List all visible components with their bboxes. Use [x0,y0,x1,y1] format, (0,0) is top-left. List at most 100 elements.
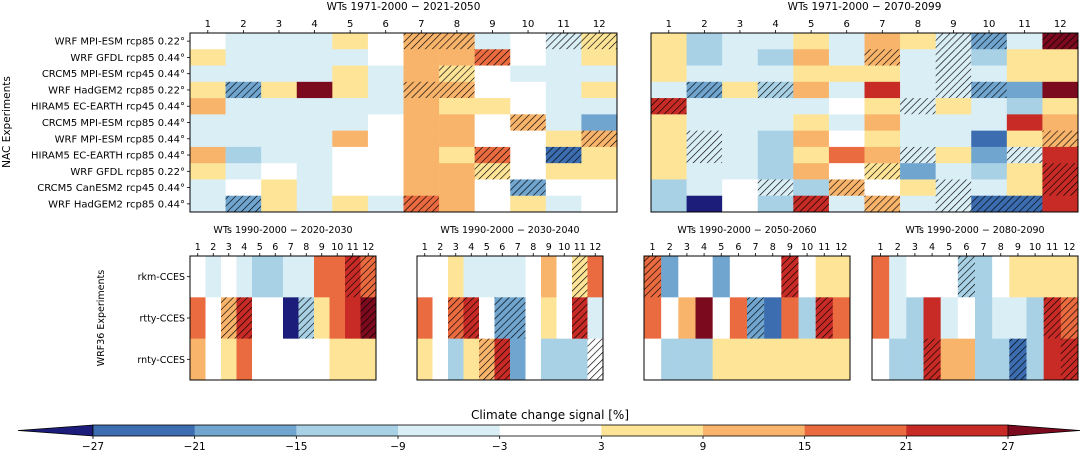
heatmap-cell [864,179,901,197]
y-tick-label: WRF GFDL rcp85 0.44° [70,53,185,64]
heatmap-cell [225,33,262,50]
x-tick-label: 8 [454,19,460,30]
heatmap-cell [510,98,547,115]
x-tick-label: 8 [998,242,1004,253]
x-tick-label: 2 [701,19,707,30]
x-tick-label: 12 [1054,19,1067,30]
heatmap-cell [900,195,936,213]
heatmap-cell [190,163,226,180]
heatmap-cell [474,81,511,99]
x-tick-label: 3 [453,242,459,253]
heatmap-cell [864,146,901,164]
heatmap-cell [935,114,972,131]
heatmap-cell [261,163,298,180]
heatmap-cell [296,130,333,148]
heatmap-cell [541,338,557,381]
heatmap-cell [828,195,865,213]
colorbar-tick-label: 3 [598,441,605,453]
heatmap-cell [644,297,662,339]
heatmap-cell [651,195,687,213]
heatmap-cell [864,33,901,50]
x-tick-label: 8 [303,242,309,253]
heatmap-cell [403,65,440,83]
hatch-mark [572,297,588,339]
heatmap-cell [900,81,936,99]
heatmap-cell [510,256,526,298]
heatmap-cell [971,163,1008,180]
heatmap-cell [651,49,687,66]
hatch-mark [474,146,511,164]
x-tick-label: 3 [737,19,743,30]
heatmap-cell [935,146,972,164]
heatmap-cell [686,33,723,50]
heatmap-cell [190,81,226,99]
y-tick-label: WRF MPI-ESM rcp85 0.44° [55,134,185,145]
hatch-mark [587,338,603,380]
x-tick-label: 6 [844,19,850,30]
heatmap-cell [296,98,333,115]
panel-frame [416,255,604,381]
heatmap-cell [661,338,679,381]
heatmap-cell [1043,338,1062,381]
x-tick-label: 6 [499,242,505,253]
heatmap-cell [283,297,299,339]
colorbar-bin [906,425,1009,436]
heatmap-cell [190,114,226,131]
heatmap-cell [474,195,511,213]
hatch-mark [971,195,1007,212]
x-tick-label: 6 [272,242,278,253]
heatmap-cell [900,114,936,131]
heatmap-cell [221,256,237,298]
heatmap-cell [992,256,1010,298]
y-tick-label: rkm-CCES [138,272,185,283]
heatmap-cell [686,98,723,115]
heatmap-cell [314,338,330,381]
x-tick-label: 5 [484,242,490,253]
hatch-mark [510,297,526,339]
heatmap-cell [298,256,315,298]
heatmap-cell [252,297,268,339]
heatmap-cell [975,338,993,381]
colorbar-bin [804,425,907,436]
heatmap-cell [1026,338,1044,381]
heatmap-cell [332,146,369,164]
heatmap-cell [864,81,901,99]
hatch-mark [747,297,765,339]
heatmap-cell [900,179,936,197]
heatmap-cell [678,297,696,339]
heatmap-cell [828,163,865,180]
heatmap-cell [722,130,759,148]
hatch-mark [971,33,1007,50]
heatmap-cell [1006,98,1043,115]
heatmap-cell [581,98,618,115]
heatmap-cell [283,256,299,298]
hatch-mark [298,297,314,339]
heatmap-cell [722,33,759,50]
heatmap-cell [828,146,865,164]
heatmap-cell [510,338,526,381]
x-tick-label: 2 [437,242,443,253]
x-tick-label: 5 [808,19,814,30]
x-tick-label: 3 [226,242,232,253]
heatmap-cell [329,297,346,339]
heatmap-cell [190,256,206,298]
y-axis-label: NAC Experiments [1,76,13,168]
heatmap-cell [296,33,333,50]
heatmap-cell [417,338,433,381]
x-tick-label: 1 [422,242,428,253]
heatmap-cell [190,65,226,83]
heatmap-cell [190,49,226,66]
hatch-mark [360,256,376,298]
heatmap-cell [864,65,901,83]
panel-title: WTs 1971-2000 − 2021-2050 [327,1,481,13]
heatmap-cell [1006,65,1043,83]
heatmap-cell [581,163,618,180]
heatmap-cell [832,256,851,298]
x-tick-label: 10 [331,242,343,253]
heatmap-cell [747,256,765,298]
x-tick-label: 4 [241,242,247,253]
x-tick-label: 11 [574,242,586,253]
heatmap-cell [712,338,731,381]
